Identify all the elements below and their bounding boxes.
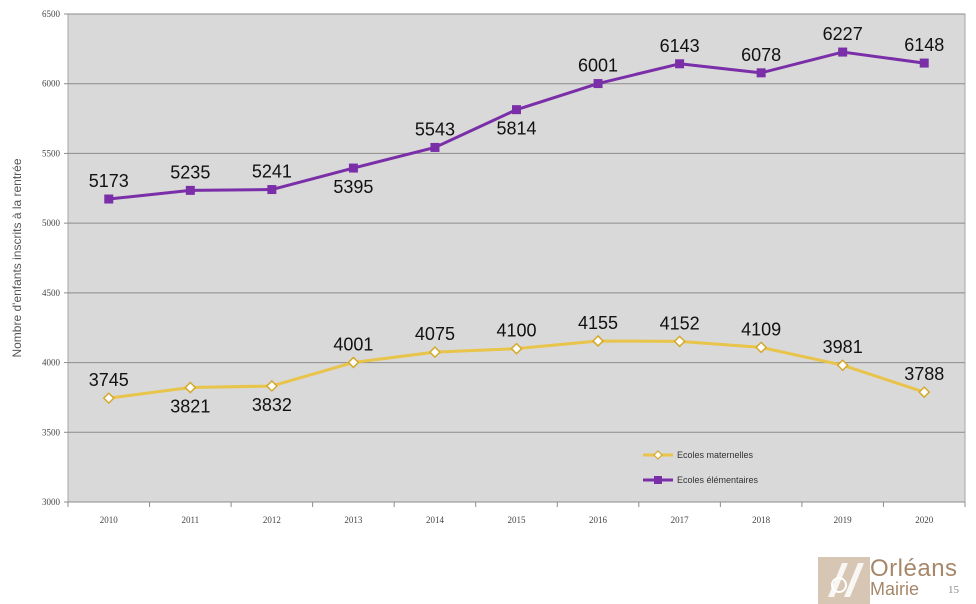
data-point [836,359,849,372]
data-label: 4075 [415,324,455,344]
data-label: 6078 [741,45,781,65]
data-label: 5173 [89,171,129,191]
x-tick-label: 2010 [100,515,119,525]
y-tick-label: 3000 [42,497,61,507]
data-label: 4155 [578,313,618,333]
x-tick-label: 2018 [752,515,771,525]
data-label: 4152 [660,313,700,333]
data-label: 5814 [496,119,536,139]
data-point [918,386,931,399]
y-tick-label: 4500 [42,288,61,298]
data-label: 4001 [333,334,373,354]
data-label: 3981 [823,337,863,357]
gridlines [68,13,965,503]
logo-name: Orléans [870,555,958,582]
data-label: 3745 [89,370,129,390]
data-point [838,47,848,57]
orleans-logo-mark-icon [818,557,870,604]
data-point [428,346,442,359]
data-point [755,341,768,354]
data-label: 5395 [333,177,373,197]
data-point [919,58,929,68]
y-tick-label: 5000 [42,218,61,228]
y-axis-label: Nombre d'enfants inscrits à la rentrée [10,158,24,357]
data-point [673,335,686,348]
data-point [591,334,605,348]
series-2: 5173 5235 5241 5395 5543 5814 6001 6143 6078 6227… [89,24,944,204]
x-tick-label: 2011 [181,515,199,525]
y-tick-label: 5500 [42,148,61,158]
data-point [104,194,114,204]
logo-sub: Mairie [870,579,920,599]
legend-swatch-marker [654,476,662,484]
legend-label: Ecoles élémentaires [677,475,759,485]
data-label: 5241 [252,162,292,182]
y-tick-label: 4000 [42,358,61,368]
legend: Ecoles maternelles Ecoles élémentaires [643,450,759,485]
page-number: 15 [948,584,959,596]
data-point [102,392,115,405]
legend-item: Ecoles élémentaires [643,475,759,485]
data-point [510,342,523,355]
data-point [348,163,358,173]
data-point [512,105,521,115]
data-point [185,185,195,195]
x-tick-label: 2017 [671,515,690,525]
data-point [184,381,197,394]
x-tick-label: 2014 [426,515,445,525]
x-tick-label: 2013 [344,515,363,525]
data-label: 3821 [170,397,210,417]
data-label: 3788 [904,364,944,384]
data-point [675,59,685,69]
x-tick-label: 2019 [834,515,853,525]
data-label: 4109 [741,319,781,339]
x-tick-label: 2020 [915,515,934,525]
data-point [430,142,440,152]
data-label: 5235 [170,162,210,182]
x-tick-label: 2015 [508,515,527,525]
data-point [593,79,603,89]
data-label: 4100 [496,321,536,341]
x-tick-label: 2012 [263,515,281,525]
series-1: 3745 3821 3832 4001 4075 4100 4155 4152 4109 3981… [89,313,945,417]
data-label: 6148 [904,35,944,55]
y-tick-label: 3500 [42,427,61,437]
y-tick-label: 6000 [42,79,61,89]
data-point [265,379,278,393]
data-point [347,356,360,369]
data-label: 6143 [660,36,700,56]
data-point [756,68,766,78]
plot-area [67,13,966,503]
series-layer: 3745 3821 3832 4001 4075 4100 4155 4152 4109 3981… [89,24,945,416]
axis-ticks: 3000 3500 4000 4500 5000 5500 6000 6500 2010 2011… [42,9,966,525]
data-label: 5543 [415,119,455,139]
data-label: 6001 [578,56,618,76]
x-tick-label: 2016 [589,515,608,525]
legend-item: Ecoles maternelles [643,450,754,460]
orleans-mairie-logo: Orléans Mairie 15 [818,555,976,604]
data-point [267,185,277,195]
legend-label: Ecoles maternelles [677,450,754,460]
y-tick-label: 6500 [42,9,61,19]
legend-swatch-marker [653,450,663,460]
data-label: 3832 [252,395,292,415]
data-label: 6227 [823,24,863,44]
